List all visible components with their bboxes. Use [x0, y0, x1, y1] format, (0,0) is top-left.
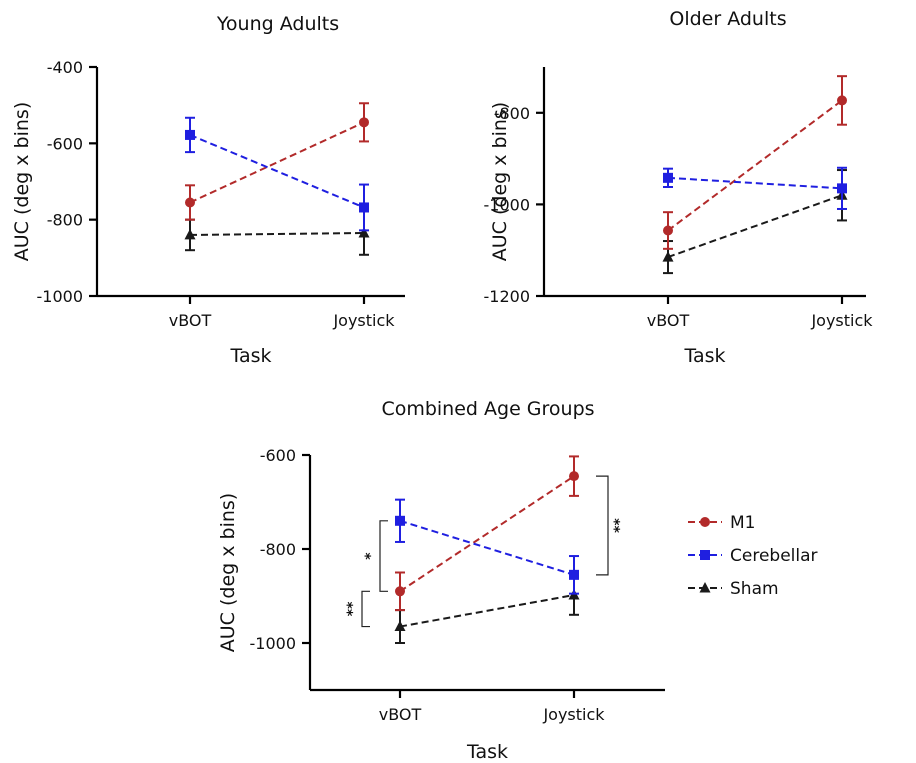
older-chart-title: Older Adults [669, 8, 786, 30]
young-y-axis-label: AUC (deg x bins) [11, 102, 33, 261]
young-x-tick-label: Joystick [332, 311, 395, 330]
young-y-tick-label: -600 [47, 134, 83, 153]
combined-significance-label: * [363, 552, 379, 560]
combined-y-tick-label: -600 [260, 446, 296, 465]
older-cerebellar-point [837, 183, 847, 194]
combined-x-tick-label: Joystick [542, 705, 605, 724]
combined-m1-point [569, 471, 579, 482]
legend-sham-label: Sham [730, 579, 779, 599]
young-x-tick-label: vBOT [169, 311, 212, 330]
older-y-tick-label: -1000 [484, 195, 531, 214]
young-m1-series-line [189, 121, 365, 204]
young-sham-series-line [189, 232, 365, 236]
older-cerebellar-point [663, 172, 673, 183]
combined-cerebellar-point [395, 515, 405, 526]
legend-cerebellar-marker [700, 550, 710, 560]
young-sham-point [184, 228, 196, 240]
young-cerebellar-series-line [189, 134, 365, 209]
combined-significance-bracket [379, 520, 388, 592]
older-x-tick-label: Joystick [810, 311, 873, 330]
young-y-tick-label: -400 [47, 58, 83, 77]
combined-y-tick-label: -1000 [250, 634, 297, 653]
young-chart-title: Young Adults [216, 13, 339, 35]
combined-chart-title: Combined Age Groups [381, 398, 594, 420]
young-sham-point [358, 227, 370, 238]
combined-m1-point [395, 586, 405, 597]
combined-x-axis-label: Task [466, 741, 508, 763]
combined-significance-label: ** [345, 601, 361, 616]
older-sham-series-line [667, 194, 843, 259]
older-cerebellar-series-line [667, 176, 843, 190]
young-y-tick-label: -1000 [37, 287, 84, 306]
young-cerebellar-point [359, 202, 369, 213]
combined-significance-bracket [596, 475, 609, 576]
legend-m1-label: M1 [730, 513, 755, 533]
older-m1-point [663, 225, 673, 236]
older-m1-series-line [667, 99, 843, 232]
young-cerebellar-point [185, 129, 195, 140]
older-sham-point [662, 251, 674, 262]
combined-y-axis-label: AUC (deg x bins) [217, 493, 239, 652]
combined-sham-series-line [399, 594, 575, 628]
older-m1-point [837, 95, 847, 106]
older-y-tick-label: -1200 [484, 287, 531, 306]
combined-x-tick-label: vBOT [379, 705, 422, 724]
young-y-tick-label: -800 [47, 211, 83, 230]
older-x-axis-label: Task [683, 345, 725, 367]
combined-sham-point [394, 620, 406, 632]
combined-m1-series-line [399, 475, 575, 593]
combined-cerebellar-series-line [399, 519, 575, 576]
young-m1-point [185, 197, 195, 208]
older-y-tick-label: -800 [494, 104, 530, 123]
older-x-tick-label: vBOT [647, 311, 690, 330]
young-x-axis-label: Task [229, 345, 271, 367]
young-m1-point [359, 117, 369, 128]
combined-y-tick-label: -800 [260, 540, 296, 559]
combined-significance-label: ** [612, 518, 628, 533]
legend-cerebellar-label: Cerebellar [730, 546, 818, 566]
legend-sham-marker [699, 582, 711, 593]
older-y-axis-label: AUC (deg x bins) [489, 102, 511, 261]
combined-significance-bracket [361, 590, 370, 628]
legend-m1-marker [700, 517, 710, 527]
combined-cerebellar-point [569, 569, 579, 580]
